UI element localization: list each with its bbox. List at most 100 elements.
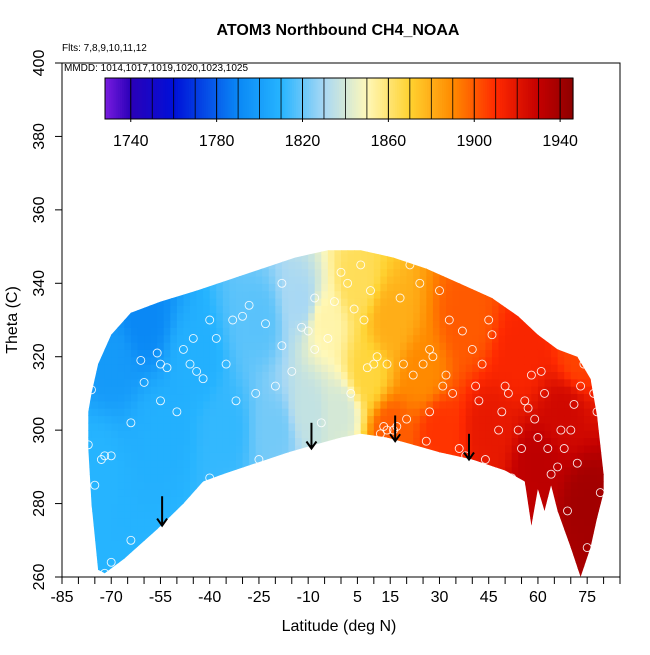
field-cell bbox=[557, 452, 565, 461]
field-cell bbox=[439, 250, 447, 255]
colorbar-cell bbox=[276, 78, 280, 119]
sample-point bbox=[480, 455, 490, 464]
sample-point bbox=[359, 315, 369, 325]
colorbar-cell bbox=[495, 78, 499, 119]
colorbar-cell bbox=[394, 78, 398, 119]
field-cell bbox=[170, 239, 177, 247]
field-cell bbox=[130, 386, 139, 395]
field-cell bbox=[577, 562, 585, 571]
field-cell bbox=[544, 283, 552, 292]
field-cell bbox=[452, 297, 460, 306]
field-cell bbox=[144, 474, 152, 483]
points-layer bbox=[83, 260, 605, 577]
field-cell bbox=[131, 239, 138, 247]
field-cell bbox=[275, 283, 283, 292]
field-cell bbox=[117, 305, 125, 314]
field-cell bbox=[341, 422, 349, 431]
field-cell bbox=[491, 437, 500, 446]
field-cell bbox=[124, 275, 132, 284]
field-cell bbox=[485, 283, 493, 292]
field-cell bbox=[170, 356, 178, 365]
field-cell bbox=[590, 554, 598, 563]
field-cell bbox=[190, 422, 198, 431]
field-cell bbox=[196, 349, 204, 358]
field-cell bbox=[478, 437, 487, 446]
field-cell bbox=[209, 356, 217, 365]
field-cell bbox=[603, 349, 604, 358]
field-cell bbox=[354, 503, 362, 512]
field-cell bbox=[551, 239, 558, 247]
field-cell bbox=[321, 444, 329, 453]
field-cell bbox=[452, 261, 460, 270]
field-cell bbox=[144, 349, 152, 358]
field-cell bbox=[341, 408, 349, 417]
field-cell bbox=[347, 459, 355, 468]
field-cell bbox=[242, 356, 250, 365]
field-cell bbox=[537, 466, 546, 475]
field-cell bbox=[518, 253, 526, 262]
field-cell bbox=[590, 400, 598, 409]
field-cell bbox=[590, 290, 598, 299]
field-cell bbox=[406, 261, 414, 270]
field-cell bbox=[531, 253, 539, 262]
field-cell bbox=[150, 518, 158, 527]
field-cell bbox=[413, 297, 421, 306]
field-cell bbox=[104, 268, 112, 277]
colorbar-cell bbox=[364, 78, 368, 119]
field-cell bbox=[597, 518, 604, 527]
field-cell bbox=[130, 371, 139, 380]
field-cell bbox=[367, 371, 375, 380]
field-cell bbox=[157, 261, 165, 270]
field-cell bbox=[130, 488, 139, 497]
field-cell bbox=[98, 297, 106, 306]
field-cell bbox=[419, 437, 427, 446]
field-cell bbox=[275, 349, 283, 358]
field-cell bbox=[459, 283, 467, 292]
field-cell bbox=[603, 481, 604, 490]
field-cell bbox=[262, 356, 270, 365]
field-cell bbox=[275, 525, 283, 534]
field-cell bbox=[301, 481, 309, 490]
field-cell bbox=[78, 548, 85, 556]
field-cell bbox=[314, 444, 322, 453]
field-cell bbox=[295, 422, 303, 431]
field-cell bbox=[380, 297, 388, 306]
sample-point bbox=[441, 370, 451, 380]
field-cell bbox=[564, 562, 572, 571]
field-cell bbox=[163, 261, 171, 270]
field-cell bbox=[242, 305, 250, 314]
field-cell bbox=[439, 540, 447, 549]
field-cell bbox=[354, 459, 362, 468]
field-cell bbox=[393, 275, 401, 284]
field-cell bbox=[537, 510, 546, 519]
field-cell bbox=[124, 393, 132, 402]
field-cell bbox=[288, 503, 296, 512]
field-cell bbox=[268, 430, 276, 439]
field-cell bbox=[144, 334, 152, 343]
field-cell bbox=[183, 334, 191, 343]
field-cell bbox=[130, 540, 139, 549]
field-cell bbox=[511, 261, 519, 270]
field-cell bbox=[393, 554, 401, 563]
field-cell bbox=[262, 408, 270, 417]
field-cell bbox=[419, 400, 427, 409]
field-cell bbox=[491, 422, 500, 431]
field-cell bbox=[557, 312, 565, 321]
field-cell bbox=[491, 474, 500, 483]
field-cell bbox=[164, 239, 171, 247]
colorbar-cell bbox=[381, 78, 385, 119]
field-cell bbox=[137, 320, 145, 328]
sample-point bbox=[415, 278, 425, 288]
field-cell bbox=[537, 452, 546, 461]
field-cell bbox=[544, 408, 552, 417]
field-cell bbox=[288, 334, 296, 343]
field-cell bbox=[472, 349, 480, 358]
sample-point bbox=[346, 388, 356, 398]
field-cell bbox=[511, 356, 519, 365]
field-cell bbox=[597, 290, 604, 299]
field-cell bbox=[347, 334, 355, 343]
field-cell bbox=[176, 268, 185, 277]
field-cell bbox=[564, 474, 572, 483]
field-cell bbox=[406, 503, 414, 512]
field-cell bbox=[537, 562, 546, 571]
